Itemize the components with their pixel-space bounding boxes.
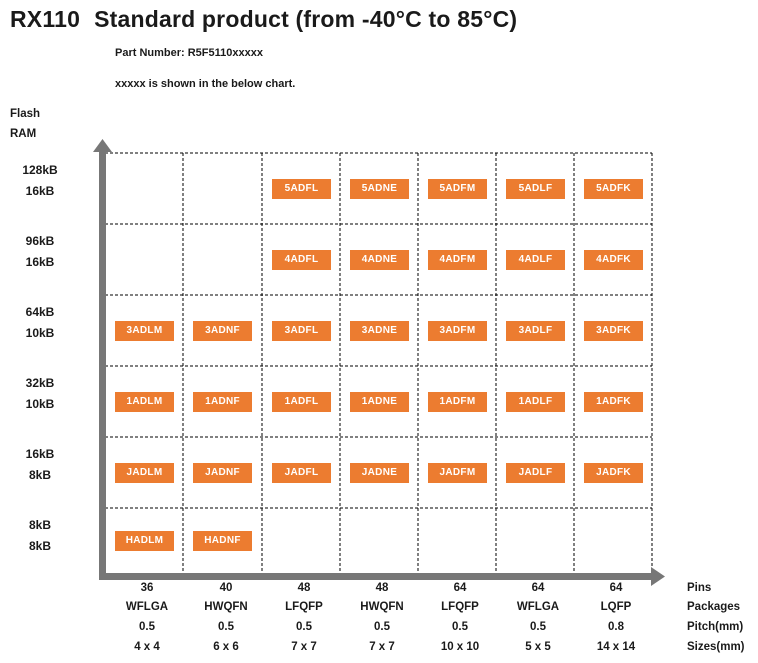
package-name: LQFP: [600, 601, 632, 613]
package-size: 14 x 14: [596, 641, 636, 653]
part-code-chip: 1ADNE: [350, 392, 409, 412]
ram-size: 10kB: [25, 397, 55, 411]
y-axis-arrow-icon: [93, 139, 112, 152]
part-code-chip: 5ADFK: [584, 179, 643, 199]
part-number: Part Number: R5F5110xxxxx: [115, 47, 263, 59]
part-code-chip: 3ADNE: [350, 321, 409, 341]
package-name: HWQFN: [360, 601, 404, 613]
pins-header: Pins: [687, 582, 712, 594]
memory-size-label: 8kB 8kB: [10, 515, 70, 557]
ram-size: 10kB: [25, 326, 55, 340]
memory-size-label: 128kB 16kB: [10, 160, 70, 202]
memory-size-label: 96kB 16kB: [10, 231, 70, 273]
part-code-chip: 1ADLF: [506, 392, 565, 412]
y-axis-line: [99, 150, 106, 580]
packages-header: Packages: [687, 601, 741, 613]
package-name: WFLGA: [516, 601, 560, 613]
part-code-chip: 1ADFL: [272, 392, 331, 412]
pin-count: 64: [453, 582, 467, 594]
pin-count: 48: [375, 582, 389, 594]
package-size: 10 x 10: [440, 641, 480, 653]
package-size: 7 x 7: [369, 641, 395, 653]
part-code-chip: 4ADNE: [350, 250, 409, 270]
flash-size: 16kB: [25, 447, 55, 461]
ram-size: 8kB: [28, 539, 51, 553]
part-code-chip: 3ADLM: [115, 321, 174, 341]
part-code-chip: 4ADFK: [584, 250, 643, 270]
pitch-header: Pitch(mm): [687, 621, 744, 633]
x-axis-line: [99, 573, 652, 580]
flash-size: 128kB: [22, 163, 58, 177]
part-code-chip: 5ADLF: [506, 179, 565, 199]
part-code-chip: 5ADFM: [428, 179, 487, 199]
pitch-value: 0.5: [530, 621, 546, 633]
pitch-value: 0.5: [452, 621, 468, 633]
ram-axis-label: RAM: [10, 128, 37, 140]
flash-size: 64kB: [25, 305, 55, 319]
part-code-chip: 5ADNE: [350, 179, 409, 199]
pitch-value: 0.5: [139, 621, 155, 633]
part-code-chip: 3ADFM: [428, 321, 487, 341]
x-axis-arrow-icon: [651, 567, 665, 586]
part-code-chip: 3ADFL: [272, 321, 331, 341]
part-code-chip: JADFL: [272, 463, 331, 483]
package-size: 7 x 7: [291, 641, 317, 653]
package-size: 5 x 5: [525, 641, 551, 653]
flash-size: 32kB: [25, 376, 55, 390]
package-name: LFQFP: [441, 601, 479, 613]
pitch-value: 0.8: [608, 621, 624, 633]
memory-size-label: 64kB 10kB: [10, 302, 70, 344]
pin-count: 48: [297, 582, 311, 594]
part-code-chip: JADLM: [115, 463, 174, 483]
pin-count: 40: [219, 582, 233, 594]
memory-size-label: 32kB 10kB: [10, 373, 70, 415]
part-code-chip: 1ADLM: [115, 392, 174, 412]
part-code-chip: 4ADLF: [506, 250, 565, 270]
title-text: Standard product (from -40°C to 85°C): [94, 6, 518, 32]
part-code-chip: JADNF: [193, 463, 252, 483]
memory-size-label: 16kB 8kB: [10, 444, 70, 486]
package-size: 4 x 4: [134, 641, 160, 653]
package-name: LFQFP: [285, 601, 323, 613]
part-code-chip: HADLM: [115, 531, 174, 551]
part-code-chip: HADNF: [193, 531, 252, 551]
ram-size: 8kB: [28, 468, 51, 482]
part-code-chip: 1ADFM: [428, 392, 487, 412]
pin-count: 64: [531, 582, 545, 594]
part-code-chip: JADFK: [584, 463, 643, 483]
part-code-chip: JADNE: [350, 463, 409, 483]
part-code-chip: 4ADFM: [428, 250, 487, 270]
flash-axis-label: Flash: [10, 108, 41, 120]
pitch-value: 0.5: [374, 621, 390, 633]
part-code-chip: 3ADNF: [193, 321, 252, 341]
pin-count: 64: [609, 582, 623, 594]
part-code-chip: 5ADFL: [272, 179, 331, 199]
sizes-header: Sizes(mm): [687, 641, 745, 653]
part-code-chip: 1ADFK: [584, 392, 643, 412]
series-name: RX110: [10, 6, 81, 32]
pin-count: 36: [140, 582, 154, 594]
part-code-chip: 3ADLF: [506, 321, 565, 341]
flash-size: 8kB: [28, 518, 51, 532]
ram-size: 16kB: [25, 184, 55, 198]
chart-note: xxxxx is shown in the below chart.: [115, 78, 296, 90]
part-code-chip: 4ADFL: [272, 250, 331, 270]
pitch-value: 0.5: [218, 621, 234, 633]
package-name: HWQFN: [204, 601, 248, 613]
ram-size: 16kB: [25, 255, 55, 269]
part-code-chip: JADLF: [506, 463, 565, 483]
page-title: RX110 Standard product (from -40°C to 85°…: [10, 6, 517, 33]
part-code-chip: JADFM: [428, 463, 487, 483]
package-size: 6 x 6: [213, 641, 239, 653]
flash-size: 96kB: [25, 234, 55, 248]
part-code-chip: 3ADFK: [584, 321, 643, 341]
part-code-chip: 1ADNF: [193, 392, 252, 412]
pitch-value: 0.5: [296, 621, 312, 633]
package-name: WFLGA: [125, 601, 169, 613]
